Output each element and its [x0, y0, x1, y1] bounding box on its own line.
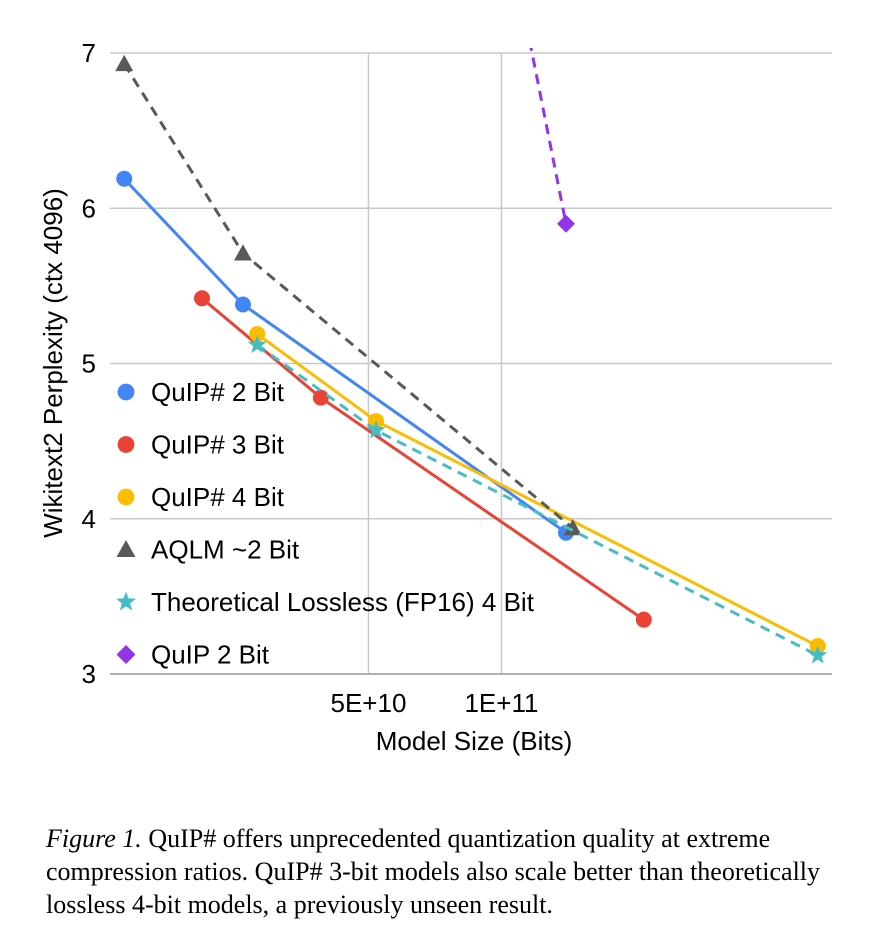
- legend-item: QuIP# 3 Bit: [117, 430, 285, 460]
- data-point: [312, 389, 329, 406]
- y-axis-title: Wikitext2 Perplexity (ctx 4096): [38, 188, 68, 538]
- data-point: [563, 519, 582, 536]
- x-tick-label: 5E+10: [331, 688, 407, 718]
- series-aqlm-2-bit: [115, 54, 582, 536]
- y-tick-label: 5: [82, 349, 96, 379]
- x-axis-title: Model Size (Bits): [376, 726, 573, 756]
- data-point: [366, 420, 386, 439]
- axes: 3 4 5 6 7 5E+10 1E+11: [82, 38, 832, 718]
- figure-caption: Figure 1. QuIP# offers unprecedented qua…: [46, 822, 846, 921]
- series-theoretical-lossless-fp16-4-bit: [247, 334, 828, 664]
- series-line: [529, 48, 568, 225]
- circle-icon: [117, 436, 135, 453]
- legend-item: QuIP# 2 Bit: [117, 377, 285, 407]
- legend-label: QuIP# 2 Bit: [151, 377, 285, 407]
- y-tick-label: 6: [82, 193, 96, 223]
- legend: QuIP# 2 Bit QuIP# 3 Bit QuIP# 4 Bit AQLM ~2…: [116, 377, 535, 670]
- star-icon: [116, 591, 136, 611]
- data-point: [247, 334, 267, 353]
- series-line: [256, 343, 819, 657]
- series-quip-3-bit: [194, 290, 652, 628]
- data-point: [234, 296, 251, 313]
- legend-label: AQLM ~2 Bit: [151, 535, 300, 565]
- figure-label: Figure 1.: [46, 824, 142, 853]
- y-tick-label: 4: [82, 504, 96, 534]
- x-tick-label: 1E+11: [464, 688, 538, 718]
- data-point: [249, 326, 266, 343]
- legend-label: QuIP 2 Bit: [151, 640, 270, 670]
- legend-item: QuIP 2 Bit: [116, 640, 270, 670]
- diamond-icon: [116, 645, 136, 664]
- circle-icon: [117, 383, 135, 401]
- data-point: [233, 244, 252, 261]
- y-tick-label: 7: [82, 38, 96, 68]
- legend-item: QuIP# 4 Bit: [117, 482, 285, 512]
- caption-text: QuIP# offers unprecedented quantization …: [46, 824, 821, 919]
- data-point: [115, 54, 134, 72]
- legend-label: QuIP# 3 Bit: [151, 430, 285, 460]
- series-line: [123, 177, 567, 534]
- series-quip-2-bit: [529, 48, 576, 233]
- circle-icon: [117, 488, 135, 506]
- series-layer: [115, 48, 828, 664]
- legend-label: Theoretical Lossless (FP16) 4 Bit: [151, 587, 535, 617]
- data-point: [194, 290, 211, 307]
- triangle-icon: [116, 540, 136, 558]
- data-point: [116, 170, 133, 187]
- data-point: [808, 645, 828, 664]
- y-tick-label: 3: [82, 659, 96, 689]
- data-point: [557, 214, 576, 233]
- legend-item: Theoretical Lossless (FP16) 4 Bit: [116, 587, 535, 617]
- legend-label: QuIP# 4 Bit: [151, 482, 285, 512]
- grid: [110, 52, 832, 675]
- legend-item: AQLM ~2 Bit: [116, 535, 300, 565]
- data-point: [635, 611, 652, 628]
